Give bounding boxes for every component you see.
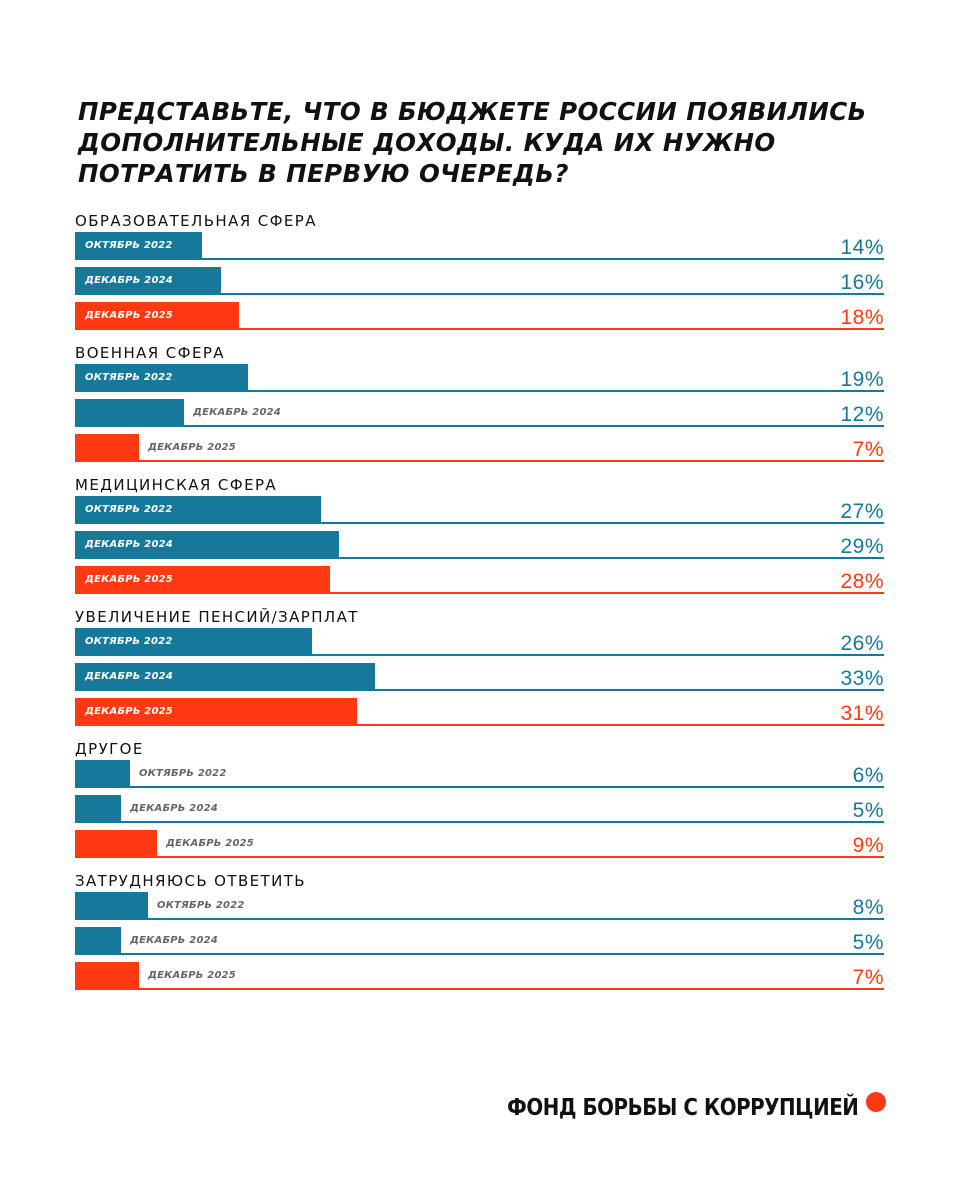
bar-row-dec-2024: ДЕКАБРЬ 2024 16%	[75, 267, 884, 295]
bar-dec-2025	[75, 830, 157, 858]
bar-dec-2025	[75, 434, 139, 462]
bar-row-oct-2022: ОКТЯБРЬ 2022 19%	[75, 364, 884, 392]
bar-dec-2025	[75, 962, 139, 990]
series-label: ДЕКАБРЬ 2025	[148, 970, 236, 981]
series-label: ОКТЯБРЬ 2022	[157, 900, 245, 911]
bar-row-oct-2022: ОКТЯБРЬ 2022 27%	[75, 496, 884, 524]
bar-dec-2025	[75, 302, 239, 330]
footer-org-name: ФОНД БОРЬБЫ С КОРРУПЦИЕЙ	[506, 1095, 859, 1121]
bar-row-oct-2022: ОКТЯБРЬ 2022 26%	[75, 628, 884, 656]
value-label: 7%	[852, 966, 884, 989]
category-label: ОБРАЗОВАТЕЛЬНАЯ СФЕРА	[75, 212, 317, 230]
bar-row-dec-2025: ДЕКАБРЬ 2025 28%	[75, 566, 884, 594]
series-label: ДЕКАБРЬ 2025	[148, 442, 236, 453]
value-label: 19%	[840, 368, 884, 391]
value-label: 14%	[840, 236, 884, 259]
value-label: 5%	[852, 799, 884, 822]
bar-baseline	[75, 856, 884, 858]
series-label: ОКТЯБРЬ 2022	[139, 768, 227, 779]
series-label: ДЕКАБРЬ 2024	[85, 275, 173, 286]
value-label: 9%	[852, 834, 884, 857]
category-label: ВОЕННАЯ СФЕРА	[75, 344, 225, 362]
bar-baseline	[75, 786, 884, 788]
bar-baseline	[75, 522, 884, 524]
bar-row-dec-2025: ДЕКАБРЬ 2025 9%	[75, 830, 884, 858]
bar-row-oct-2022: ОКТЯБРЬ 2022 14%	[75, 232, 884, 260]
bar-baseline	[75, 821, 884, 823]
category-label: УВЕЛИЧЕНИЕ ПЕНСИЙ/ЗАРПЛАТ	[75, 608, 359, 626]
value-label: 31%	[840, 702, 884, 725]
series-label: ДЕКАБРЬ 2024	[130, 935, 218, 946]
category-label: МЕДИЦИНСКАЯ СФЕРА	[75, 476, 278, 494]
bar-baseline	[75, 592, 884, 594]
series-label: ОКТЯБРЬ 2022	[85, 636, 173, 647]
bar-row-dec-2024: ДЕКАБРЬ 2024 33%	[75, 663, 884, 691]
value-label: 12%	[840, 403, 884, 426]
value-label: 6%	[852, 764, 884, 787]
bar-dec-2024	[75, 531, 339, 559]
bar-dec-2024	[75, 795, 121, 823]
series-label: ДЕКАБРЬ 2024	[193, 407, 281, 418]
value-label: 18%	[840, 306, 884, 329]
bar-baseline	[75, 390, 884, 392]
value-label: 26%	[840, 632, 884, 655]
bar-row-dec-2024: ДЕКАБРЬ 2024 5%	[75, 927, 884, 955]
bar-oct-2022	[75, 760, 130, 788]
brand-dot-icon	[866, 1092, 886, 1112]
series-label: ДЕКАБРЬ 2024	[85, 671, 173, 682]
series-label: ДЕКАБРЬ 2025	[85, 706, 173, 717]
bar-row-dec-2024: ДЕКАБРЬ 2024 12%	[75, 399, 884, 427]
value-label: 28%	[840, 570, 884, 593]
value-label: 27%	[840, 500, 884, 523]
bar-dec-2024	[75, 927, 121, 955]
category-label: ДРУГОЕ	[75, 740, 144, 758]
bar-baseline	[75, 724, 884, 726]
series-label: ОКТЯБРЬ 2022	[85, 240, 173, 251]
bar-row-dec-2025: ДЕКАБРЬ 2025 31%	[75, 698, 884, 726]
bar-dec-2025	[75, 566, 330, 594]
series-label: ДЕКАБРЬ 2024	[130, 803, 218, 814]
chart-title: ПРЕДСТАВЬТЕ, ЧТО В БЮДЖЕТЕ РОССИИ ПОЯВИЛ…	[78, 97, 867, 188]
bar-dec-2024	[75, 399, 184, 427]
bar-oct-2022	[75, 496, 321, 524]
value-label: 33%	[840, 667, 884, 690]
bar-dec-2024	[75, 267, 221, 295]
series-label: ДЕКАБРЬ 2025	[166, 838, 254, 849]
bar-baseline	[75, 460, 884, 462]
value-label: 29%	[840, 535, 884, 558]
bar-row-dec-2025: ДЕКАБРЬ 2025 18%	[75, 302, 884, 330]
bar-baseline	[75, 328, 884, 330]
bar-baseline	[75, 654, 884, 656]
bar-oct-2022	[75, 232, 202, 260]
series-label: ДЕКАБРЬ 2024	[85, 539, 173, 550]
bar-dec-2025	[75, 698, 357, 726]
bar-baseline	[75, 425, 884, 427]
bar-baseline	[75, 557, 884, 559]
bar-baseline	[75, 689, 884, 691]
bar-row-dec-2024: ДЕКАБРЬ 2024 29%	[75, 531, 884, 559]
bar-row-dec-2025: ДЕКАБРЬ 2025 7%	[75, 434, 884, 462]
bar-oct-2022	[75, 364, 248, 392]
bar-baseline	[75, 258, 884, 260]
series-label: ДЕКАБРЬ 2025	[85, 574, 173, 585]
bar-row-dec-2024: ДЕКАБРЬ 2024 5%	[75, 795, 884, 823]
value-label: 16%	[840, 271, 884, 294]
bar-oct-2022	[75, 892, 148, 920]
bar-row-oct-2022: ОКТЯБРЬ 2022 6%	[75, 760, 884, 788]
series-label: ОКТЯБРЬ 2022	[85, 504, 173, 515]
bar-baseline	[75, 988, 884, 990]
bar-baseline	[75, 953, 884, 955]
bar-row-dec-2025: ДЕКАБРЬ 2025 7%	[75, 962, 884, 990]
series-label: ОКТЯБРЬ 2022	[85, 372, 173, 383]
category-label: ЗАТРУДНЯЮСЬ ОТВЕТИТЬ	[75, 872, 306, 890]
bar-oct-2022	[75, 628, 312, 656]
value-label: 5%	[852, 931, 884, 954]
value-label: 8%	[852, 896, 884, 919]
bar-row-oct-2022: ОКТЯБРЬ 2022 8%	[75, 892, 884, 920]
bar-dec-2024	[75, 663, 375, 691]
bar-baseline	[75, 293, 884, 295]
series-label: ДЕКАБРЬ 2025	[85, 310, 173, 321]
value-label: 7%	[852, 438, 884, 461]
bar-baseline	[75, 918, 884, 920]
